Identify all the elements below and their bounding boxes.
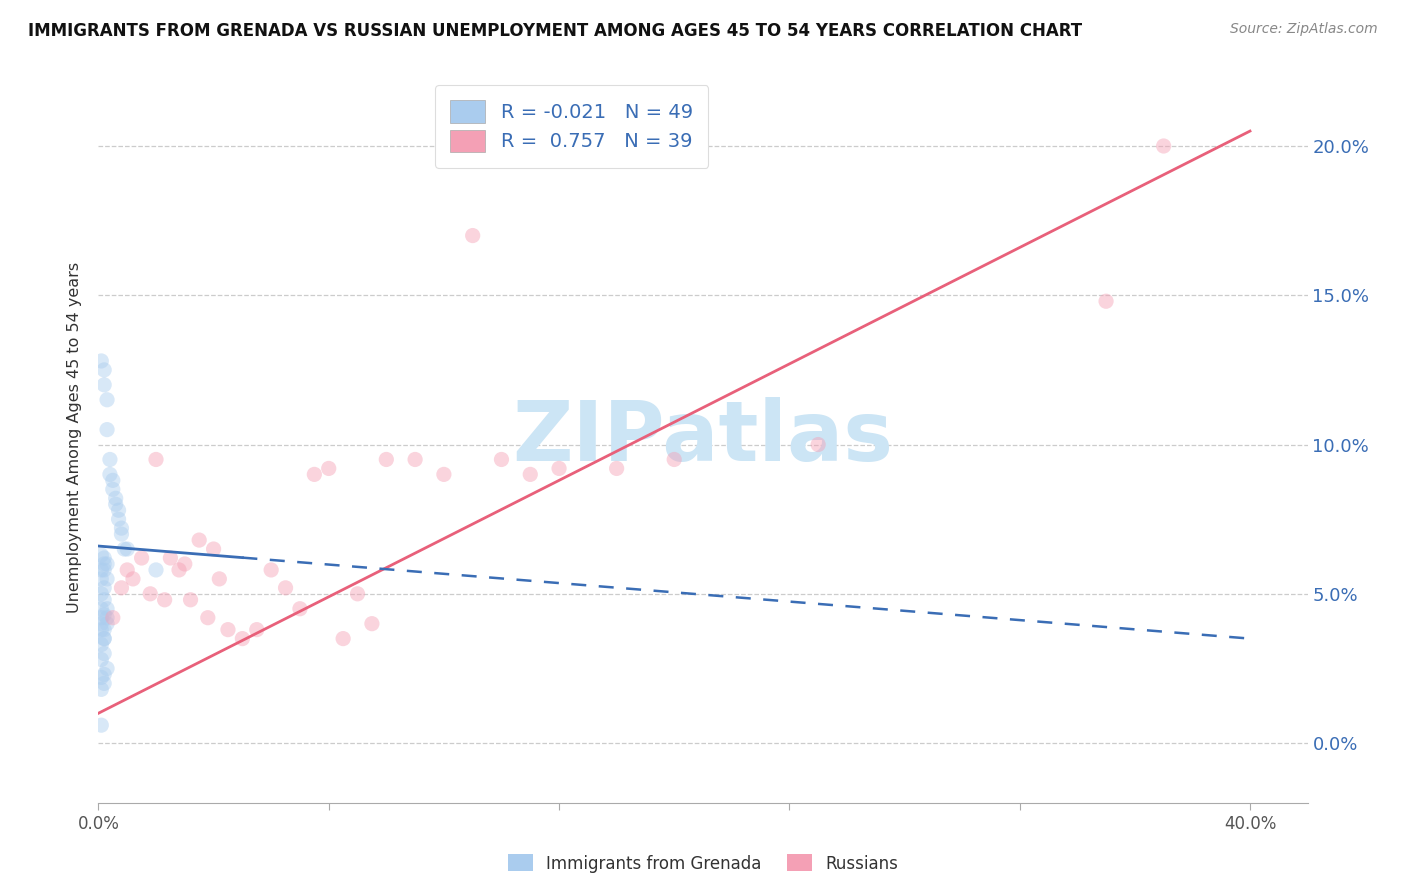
Point: [93, 623, 115, 637]
Point: [93, 632, 115, 646]
Point: [519, 467, 541, 482]
Point: [180, 592, 202, 607]
Point: [173, 557, 195, 571]
Point: [197, 610, 219, 624]
Point: [274, 581, 297, 595]
Point: [145, 452, 167, 467]
Text: Source: ZipAtlas.com: Source: ZipAtlas.com: [1230, 22, 1378, 37]
Point: [93, 563, 115, 577]
Text: IMMIGRANTS FROM GRENADA VS RUSSIAN UNEMPLOYMENT AMONG AGES 45 TO 54 YEARS CORREL: IMMIGRANTS FROM GRENADA VS RUSSIAN UNEMP…: [28, 22, 1083, 40]
Point: [90, 548, 112, 562]
Point: [153, 592, 176, 607]
Point: [159, 551, 181, 566]
Point: [107, 503, 129, 517]
Point: [96, 392, 118, 407]
Point: [90, 587, 112, 601]
Point: [93, 581, 115, 595]
Point: [361, 616, 384, 631]
Point: [90, 682, 112, 697]
Point: [90, 638, 112, 652]
Point: [90, 572, 112, 586]
Point: [461, 228, 484, 243]
Point: [110, 527, 132, 541]
Point: [131, 551, 153, 566]
Point: [98, 452, 121, 467]
Point: [288, 601, 311, 615]
Point: [96, 423, 118, 437]
Point: [115, 563, 138, 577]
Point: [90, 623, 112, 637]
Point: [98, 467, 121, 482]
Point: [101, 474, 124, 488]
Point: [188, 533, 211, 547]
Point: [332, 632, 354, 646]
Point: [96, 616, 118, 631]
Point: [208, 572, 231, 586]
Point: [90, 616, 112, 631]
Point: [112, 542, 135, 557]
Point: [217, 623, 239, 637]
Point: [90, 354, 112, 368]
Point: [346, 587, 368, 601]
Point: [96, 557, 118, 571]
Legend: Immigrants from Grenada, Russians: Immigrants from Grenada, Russians: [502, 847, 904, 880]
Point: [96, 572, 118, 586]
Point: [202, 542, 225, 557]
Point: [93, 667, 115, 681]
Point: [93, 363, 115, 377]
Point: [318, 461, 340, 475]
Point: [260, 563, 283, 577]
Point: [90, 670, 112, 684]
Point: [90, 601, 112, 615]
Point: [375, 452, 398, 467]
Point: [110, 521, 132, 535]
Text: ZIPatlas: ZIPatlas: [513, 397, 893, 477]
Point: [246, 623, 269, 637]
Point: [96, 610, 118, 624]
Point: [93, 632, 115, 646]
Point: [664, 452, 686, 467]
Point: [1095, 294, 1118, 309]
Point: [93, 551, 115, 566]
Point: [96, 601, 118, 615]
Point: [90, 718, 112, 732]
Point: [807, 437, 830, 451]
Point: [90, 563, 112, 577]
Legend: R = -0.021   N = 49, R =  0.757   N = 39: R = -0.021 N = 49, R = 0.757 N = 39: [434, 85, 709, 168]
Point: [90, 652, 112, 666]
Point: [139, 587, 162, 601]
Point: [93, 676, 115, 690]
Point: [93, 377, 115, 392]
Point: [110, 581, 132, 595]
Point: [231, 632, 253, 646]
Point: [145, 563, 167, 577]
Point: [606, 461, 628, 475]
Point: [101, 610, 124, 624]
Point: [104, 497, 127, 511]
Point: [491, 452, 513, 467]
Point: [90, 610, 112, 624]
Point: [404, 452, 426, 467]
Point: [104, 491, 127, 506]
Y-axis label: Unemployment Among Ages 45 to 54 years: Unemployment Among Ages 45 to 54 years: [67, 261, 83, 613]
Point: [93, 607, 115, 622]
Point: [433, 467, 456, 482]
Point: [96, 661, 118, 675]
Point: [548, 461, 571, 475]
Point: [93, 647, 115, 661]
Point: [93, 592, 115, 607]
Point: [167, 563, 190, 577]
Point: [93, 557, 115, 571]
Point: [115, 542, 138, 557]
Point: [101, 483, 124, 497]
Point: [107, 512, 129, 526]
Point: [1153, 139, 1175, 153]
Point: [304, 467, 326, 482]
Point: [122, 572, 145, 586]
